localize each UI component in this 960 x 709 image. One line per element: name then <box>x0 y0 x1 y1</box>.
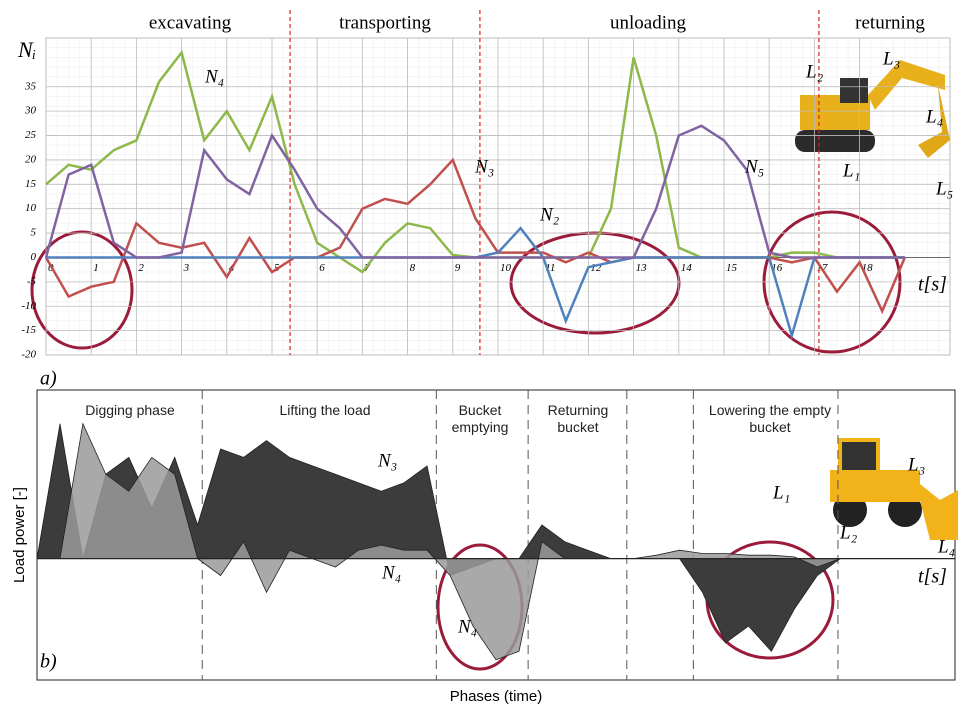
component-label: L₁ <box>842 160 860 181</box>
y-tick-label: 30 <box>24 105 37 117</box>
y-tick-label: 5 <box>31 227 37 239</box>
series-label: N₃ <box>474 156 494 177</box>
y-tick-label: -5 <box>27 275 37 287</box>
series-label: N₄ <box>457 616 477 637</box>
x-axis-label: Phases (time) <box>450 688 543 705</box>
x-tick-label: 10 <box>500 262 512 274</box>
y-tick-label: -15 <box>21 324 36 336</box>
x-tick-label: 6 <box>319 262 325 274</box>
series-label: N₃ <box>377 450 397 471</box>
y-tick-label: 10 <box>25 202 37 214</box>
x-axis-label: t[s] <box>918 274 947 296</box>
phase-label: Lowering the empty bucket <box>700 402 840 436</box>
y-tick-label: -20 <box>21 349 36 361</box>
component-label: L₂ <box>839 522 858 543</box>
x-tick-label: 14 <box>681 262 693 274</box>
chart: -20-15-10-505101520253035012345678910111… <box>0 0 960 709</box>
x-tick-label: 8 <box>410 262 416 274</box>
figure: -20-15-10-505101520253035012345678910111… <box>0 0 960 709</box>
phase-label: returning <box>855 12 925 33</box>
panel-label: b) <box>40 651 57 673</box>
component-label: L₄ <box>937 536 955 557</box>
y-tick-label: 15 <box>25 178 37 190</box>
y-axis-label: Nᵢ <box>17 37 36 62</box>
series-label: N₅ <box>744 156 764 177</box>
panel-label: a) <box>40 368 57 390</box>
phase-label: Returning bucket <box>533 402 623 436</box>
y-tick-label: 25 <box>25 129 37 141</box>
x-tick-label: 2 <box>138 262 144 274</box>
component-label: L₄ <box>925 106 943 127</box>
y-tick-label: 20 <box>25 153 37 165</box>
y-axis-label: Load power [-] <box>11 487 28 583</box>
y-tick-label: 0 <box>31 251 37 263</box>
component-label: L₂ <box>805 61 824 82</box>
axis-end-label: t[s] <box>918 566 947 588</box>
y-tick-label: 35 <box>24 80 37 92</box>
series-label: N₄ <box>204 66 224 87</box>
phase-label: unloading <box>610 12 686 33</box>
component-label: L₃ <box>882 48 900 69</box>
x-tick-label: 13 <box>636 262 648 274</box>
y-tick-label: -10 <box>21 300 36 312</box>
phase-label: Digging phase <box>65 402 195 419</box>
component-label: L₁ <box>772 482 790 503</box>
phase-label: Lifting the load <box>240 402 410 419</box>
x-tick-label: 9 <box>455 262 461 274</box>
series-label: N₄ <box>381 562 401 583</box>
phase-label: transporting <box>339 12 431 33</box>
series-label: N₂ <box>539 204 560 225</box>
component-label: L₃ <box>907 454 925 475</box>
phase-label: excavating <box>149 12 232 33</box>
component-label: L₅ <box>935 178 953 199</box>
x-tick-label: 1 <box>93 262 99 274</box>
x-tick-label: 15 <box>726 262 738 274</box>
phase-label: Bucket emptying <box>440 402 520 436</box>
x-tick-label: 3 <box>183 262 190 274</box>
